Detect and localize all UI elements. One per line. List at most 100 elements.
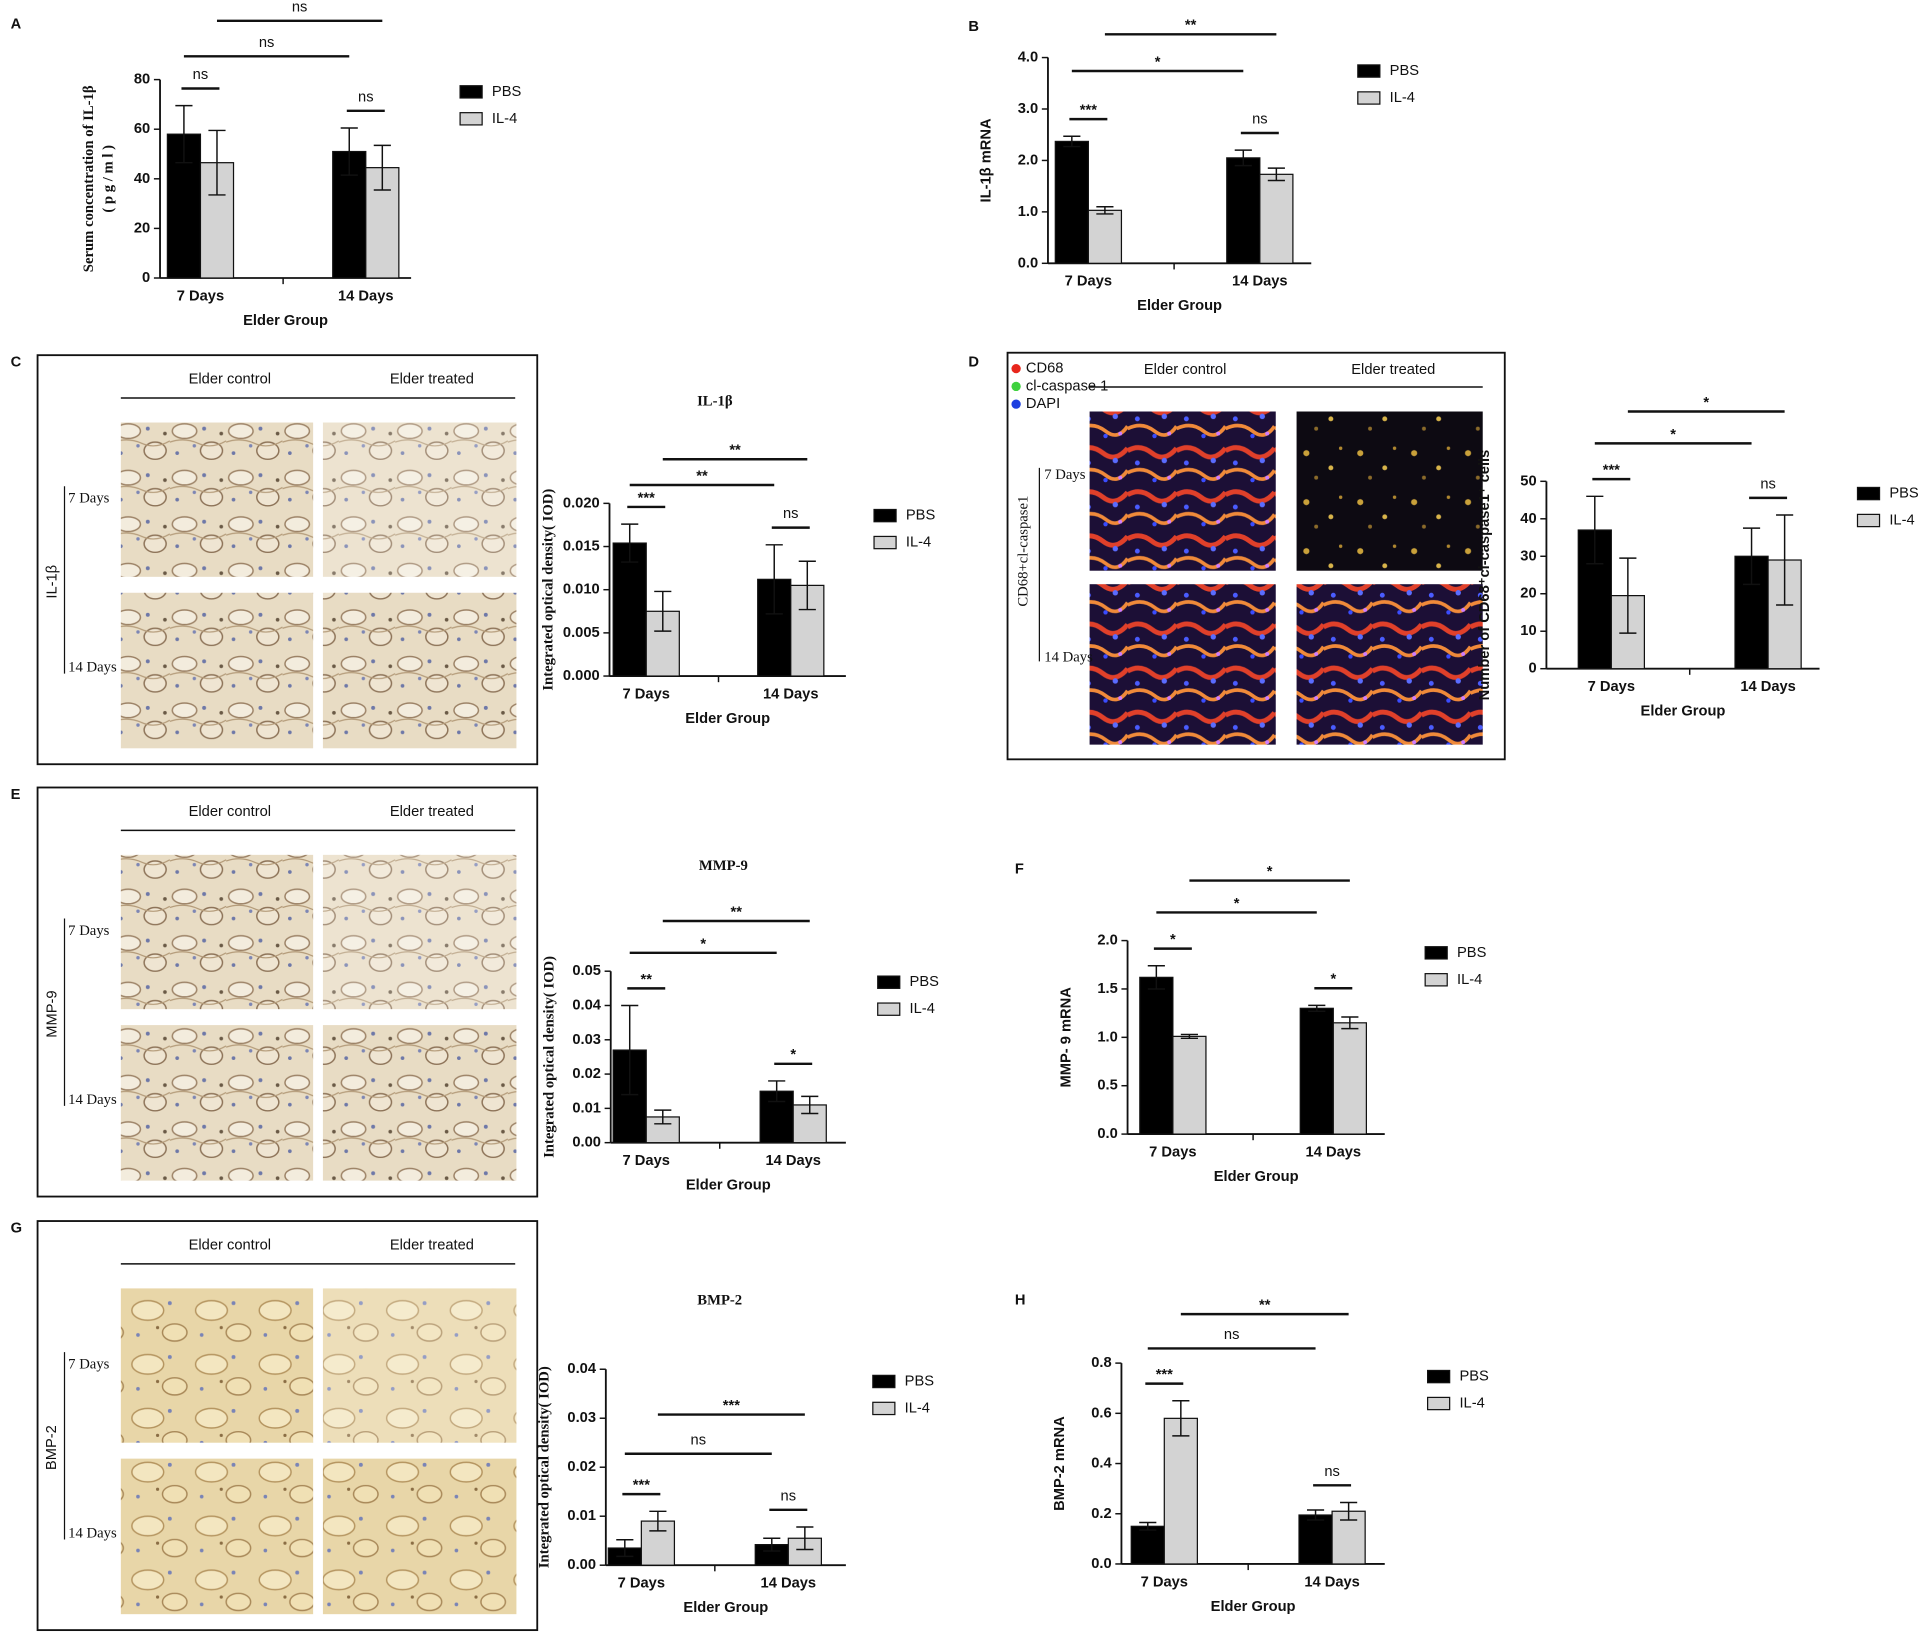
significance-label: ns xyxy=(292,0,308,15)
legend-swatch xyxy=(1856,486,1881,501)
column-header: Elder treated xyxy=(390,372,474,388)
error-bar xyxy=(616,1538,634,1558)
column-header: Elder treated xyxy=(390,1238,474,1254)
error-bar xyxy=(1619,557,1637,634)
x-axis-label: Elder Group xyxy=(1137,298,1222,314)
x-tick-label: 14 Days xyxy=(1304,1574,1360,1590)
significance-label: *** xyxy=(1603,463,1620,479)
y-tick-label: 1.0 xyxy=(1097,1029,1117,1045)
error-bar xyxy=(621,523,639,563)
y-tick-label: 30 xyxy=(1520,548,1536,564)
y-tick-label: 0.02 xyxy=(567,1459,596,1475)
row-label: 7 Days xyxy=(68,490,109,506)
significance-label: ns xyxy=(1252,112,1268,128)
y-tick-label: 0.000 xyxy=(563,668,600,684)
row-label: 7 Days xyxy=(68,1356,109,1372)
x-axis-label: Elder Group xyxy=(683,1600,768,1616)
error-bar xyxy=(765,544,783,615)
y-tick-label: 4.0 xyxy=(1018,50,1038,66)
row-label: 14 Days xyxy=(1044,650,1093,666)
error-bar xyxy=(1776,514,1794,606)
error-bar xyxy=(1341,1016,1359,1030)
significance-label: ns xyxy=(1760,476,1776,492)
significance-label: ns xyxy=(358,89,374,105)
x-tick-label: 7 Days xyxy=(623,1153,670,1169)
significance-label: * xyxy=(1234,896,1240,912)
row-label: 14 Days xyxy=(68,1525,117,1541)
legend-swatch xyxy=(1856,513,1881,528)
error-bar xyxy=(763,1537,781,1552)
x-axis-label: Elder Group xyxy=(1641,704,1726,720)
error-bar xyxy=(654,590,672,632)
legend-label: PBS xyxy=(1889,486,1919,502)
legend-swatch xyxy=(459,112,483,126)
y-tick-label: 20 xyxy=(1520,586,1536,602)
x-axis-label: Elder Group xyxy=(686,1178,771,1194)
x-tick-label: 7 Days xyxy=(1149,1144,1196,1160)
significance-label: ns xyxy=(259,35,275,51)
y-tick-label: 40 xyxy=(1520,511,1536,527)
panel-letter: D xyxy=(968,355,979,371)
column-header: Elder control xyxy=(189,372,271,388)
error-bar xyxy=(621,1004,639,1096)
panel-frame xyxy=(36,786,539,1198)
bar xyxy=(612,542,647,677)
y-axis-label: Integrated optical density( IOD) xyxy=(537,1366,553,1568)
error-bar xyxy=(1742,527,1761,586)
error-bar xyxy=(1096,205,1114,215)
row-label: 14 Days xyxy=(68,659,117,675)
legend-swatch xyxy=(873,508,897,523)
x-tick-label: 7 Days xyxy=(1141,1574,1188,1590)
legend-label: IL-4 xyxy=(905,1400,930,1416)
significance-label: * xyxy=(1703,395,1709,411)
x-tick-label: 7 Days xyxy=(618,1576,665,1592)
panel-letter: C xyxy=(11,355,22,371)
micrograph xyxy=(322,1025,517,1181)
y-tick-label: 0.2 xyxy=(1091,1506,1111,1522)
channel-label: cl-caspase 1 xyxy=(1026,378,1108,394)
column-header: Elder treated xyxy=(390,804,474,820)
row-label: 7 Days xyxy=(68,923,109,939)
micrograph xyxy=(322,422,517,577)
y-tick-label: 1.5 xyxy=(1097,981,1117,997)
chart-title: BMP-2 xyxy=(697,1293,742,1309)
micrograph xyxy=(120,1288,314,1443)
legend-swatch xyxy=(1357,91,1381,105)
x-tick-label: 7 Days xyxy=(1065,274,1112,290)
y-tick-label: 2.0 xyxy=(1018,152,1038,168)
channel-label: DAPI xyxy=(1026,396,1060,412)
error-bar xyxy=(1586,495,1604,565)
panel-letter: H xyxy=(1015,1293,1026,1309)
legend-label: IL-4 xyxy=(906,535,931,551)
significance-label: * xyxy=(1330,972,1336,988)
error-bar xyxy=(340,127,358,176)
channel-label: CD68 xyxy=(1026,361,1064,377)
column-header: Elder control xyxy=(189,1238,271,1254)
x-tick-label: 14 Days xyxy=(763,686,819,702)
y-tick-label: 0.03 xyxy=(572,1032,601,1048)
legend-label: PBS xyxy=(1459,1369,1489,1385)
error-bar xyxy=(1063,135,1081,148)
y-tick-label: 0.6 xyxy=(1091,1405,1111,1421)
legend-label: IL-4 xyxy=(1889,513,1914,529)
legend-swatch xyxy=(872,1401,896,1416)
legend-label: IL-4 xyxy=(1390,90,1415,106)
chart-title: MMP-9 xyxy=(699,858,748,874)
micrograph xyxy=(1089,584,1276,745)
legend-label: PBS xyxy=(910,974,940,990)
marker-label: MMP-9 xyxy=(44,990,60,1037)
significance-label: ns xyxy=(193,67,209,83)
x-tick-label: 14 Days xyxy=(761,1576,817,1592)
bar xyxy=(1298,1514,1333,1565)
legend-label: PBS xyxy=(1390,63,1420,79)
bar xyxy=(1172,1035,1207,1135)
panel-letter: B xyxy=(968,19,979,35)
y-tick-label: 0.5 xyxy=(1097,1078,1117,1094)
micrograph xyxy=(120,1025,314,1181)
significance-label: * xyxy=(1670,427,1676,443)
micrograph xyxy=(120,854,314,1010)
y-tick-label: 1.0 xyxy=(1018,204,1038,220)
y-tick-label: 0.8 xyxy=(1091,1355,1111,1371)
y-tick-label: 20 xyxy=(134,220,150,236)
